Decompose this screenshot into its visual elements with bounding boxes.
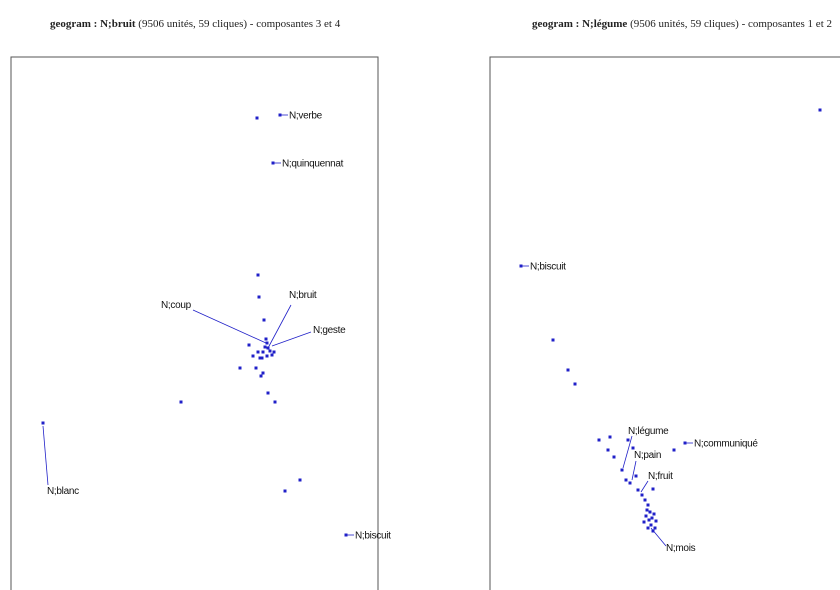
data-point bbox=[644, 514, 648, 518]
data-point bbox=[631, 446, 635, 450]
annotation-label: N;mois bbox=[666, 543, 696, 554]
annotation-label: N;geste bbox=[313, 325, 346, 336]
data-point bbox=[566, 368, 570, 372]
data-point bbox=[519, 264, 523, 268]
annotation-leader-line bbox=[640, 480, 649, 493]
data-point bbox=[266, 391, 270, 395]
right-plot-frame bbox=[489, 56, 840, 590]
data-point bbox=[278, 113, 282, 117]
data-point bbox=[608, 435, 612, 439]
right-chart-title-main: geogram : N;légume bbox=[532, 18, 628, 30]
data-point bbox=[255, 116, 259, 120]
data-point bbox=[247, 343, 251, 347]
data-point bbox=[260, 356, 264, 360]
left-chart-title-main: geogram : N;bruit bbox=[50, 18, 136, 30]
data-point bbox=[624, 478, 628, 482]
data-point bbox=[261, 371, 265, 375]
data-point bbox=[651, 487, 655, 491]
data-point bbox=[620, 468, 624, 472]
data-point bbox=[262, 318, 266, 322]
point-label: N;biscuit bbox=[355, 531, 391, 542]
data-point bbox=[272, 350, 276, 354]
data-point bbox=[654, 519, 658, 523]
data-point bbox=[672, 448, 676, 452]
data-point bbox=[283, 489, 287, 493]
data-point bbox=[298, 478, 302, 482]
data-point bbox=[597, 438, 601, 442]
annotation-leader-line bbox=[622, 435, 633, 469]
data-point bbox=[646, 526, 650, 530]
data-point bbox=[273, 400, 277, 404]
data-point bbox=[551, 338, 555, 342]
annotation-leader-line bbox=[271, 331, 312, 347]
data-point bbox=[652, 512, 656, 516]
data-point bbox=[650, 516, 654, 520]
data-point bbox=[818, 108, 822, 112]
point-label: N;quinquennat bbox=[282, 159, 344, 170]
point-label: N;communiqué bbox=[694, 439, 758, 450]
data-point bbox=[628, 481, 632, 485]
point-label: N;biscuit bbox=[530, 262, 566, 273]
data-point bbox=[251, 354, 255, 358]
point-label: N;verbe bbox=[289, 111, 323, 122]
data-point bbox=[265, 341, 269, 345]
annotation-leader-line bbox=[631, 460, 637, 481]
data-point bbox=[612, 455, 616, 459]
annotation-label: N;pain bbox=[634, 450, 661, 461]
data-point bbox=[683, 441, 687, 445]
annotation-leader-line bbox=[42, 425, 49, 486]
data-point bbox=[268, 349, 272, 353]
data-point bbox=[179, 400, 183, 404]
data-point bbox=[271, 161, 275, 165]
data-point bbox=[634, 474, 638, 478]
annotation-label: N;légume bbox=[628, 426, 669, 437]
data-point bbox=[647, 518, 651, 522]
data-point bbox=[626, 438, 630, 442]
data-point bbox=[642, 520, 646, 524]
annotation-label: N;fruit bbox=[648, 471, 673, 482]
data-point bbox=[257, 295, 261, 299]
left-chart-title-details: (9506 unités, 59 cliques) - composantes … bbox=[135, 18, 341, 30]
data-point bbox=[606, 448, 610, 452]
annotation-label: N;blanc bbox=[47, 486, 79, 497]
data-point bbox=[649, 523, 653, 527]
data-point bbox=[344, 533, 348, 537]
annotation-label: N;bruit bbox=[289, 290, 317, 301]
data-point bbox=[643, 498, 647, 502]
data-point bbox=[264, 337, 268, 341]
data-point bbox=[261, 350, 265, 354]
annotation-leader-line bbox=[192, 309, 267, 344]
left-chart-title: geogram : N;bruit (9506 unités, 59 cliqu… bbox=[50, 18, 340, 30]
data-point bbox=[41, 421, 45, 425]
data-point bbox=[256, 350, 260, 354]
right-chart-title: geogram : N;légume (9506 unités, 59 cliq… bbox=[532, 18, 832, 30]
left-scatter-plot: N;coup N;bruit N;geste N;blanc N;verbe N;quin… bbox=[41, 111, 391, 542]
data-point bbox=[265, 354, 269, 358]
annotation-leader-line bbox=[267, 304, 292, 349]
data-point bbox=[646, 503, 650, 507]
right-chart-title-details: (9506 unités, 59 cliques) - composantes … bbox=[627, 18, 832, 30]
data-point bbox=[573, 382, 577, 386]
data-point bbox=[266, 346, 270, 350]
data-point bbox=[238, 366, 242, 370]
data-point bbox=[640, 493, 644, 497]
data-point bbox=[263, 345, 267, 349]
left-plot-frame bbox=[10, 56, 379, 590]
data-point bbox=[270, 353, 274, 357]
data-point bbox=[645, 508, 649, 512]
data-point bbox=[258, 356, 262, 360]
data-point bbox=[636, 488, 640, 492]
right-scatter-plot: N;légume N;pain N;fruit N;mois N;biscuit N;co… bbox=[519, 108, 822, 554]
data-point bbox=[259, 374, 263, 378]
data-point bbox=[648, 510, 652, 514]
data-point bbox=[651, 529, 655, 533]
annotation-label: N;coup bbox=[161, 300, 192, 311]
data-point bbox=[256, 273, 260, 277]
data-point bbox=[254, 366, 258, 370]
data-point bbox=[653, 526, 657, 530]
